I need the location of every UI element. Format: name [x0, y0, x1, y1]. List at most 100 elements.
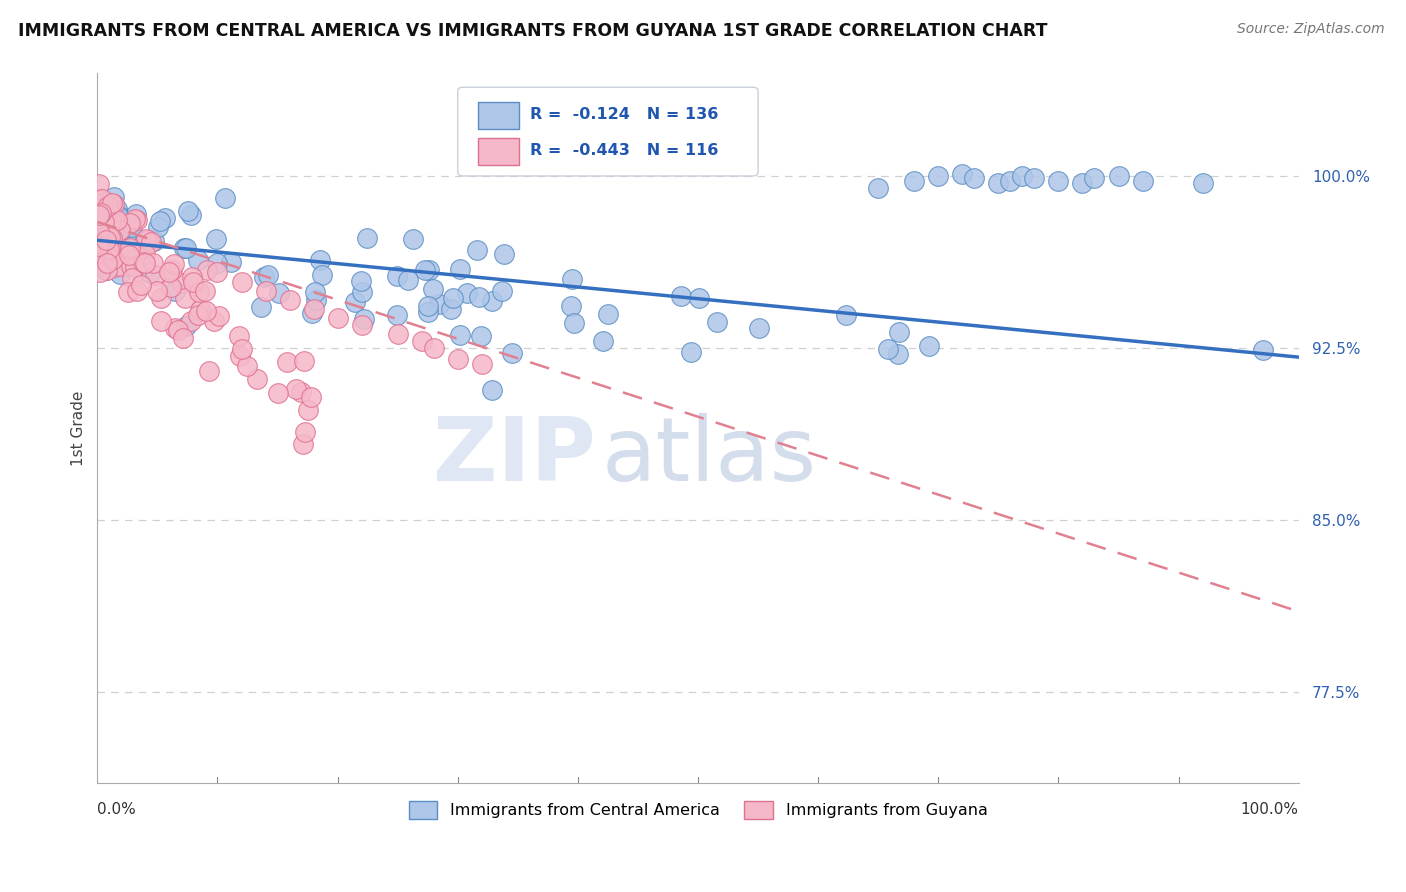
Point [1000, 174, 1022, 188]
Point [456, 285, 478, 300]
Point [87, 208, 110, 222]
Point [93, 237, 115, 252]
Point [117, 285, 139, 300]
Point [87, 216, 110, 230]
Point [278, 293, 301, 307]
Point [253, 269, 276, 284]
Point [103, 190, 125, 204]
Point [1011, 169, 1033, 183]
Point [98, 240, 121, 254]
Point [1047, 174, 1070, 188]
Point [124, 260, 146, 274]
Point [124, 252, 146, 266]
Point [96, 227, 118, 242]
FancyBboxPatch shape [478, 102, 519, 129]
Point [112, 250, 135, 264]
Point [103, 196, 125, 211]
Point [187, 308, 209, 322]
Point [177, 204, 200, 219]
Point [101, 244, 124, 259]
Point [100, 213, 122, 227]
Point [124, 212, 146, 227]
Text: 100.0%: 100.0% [1240, 802, 1299, 817]
Point [1024, 171, 1046, 186]
Text: R =  -0.124   N = 136: R = -0.124 N = 136 [530, 107, 718, 122]
Point [181, 270, 204, 285]
Point [90, 206, 112, 220]
Point [94, 233, 117, 247]
Legend: Immigrants from Central America, Immigrants from Guyana: Immigrants from Central America, Immigra… [402, 795, 994, 825]
Point [887, 325, 910, 339]
Point [108, 260, 131, 274]
Point [96, 195, 118, 210]
Point [449, 262, 471, 277]
Point [918, 339, 941, 353]
Point [562, 316, 585, 330]
Point [598, 307, 620, 321]
Point [114, 221, 136, 235]
Point [98, 242, 121, 256]
Point [150, 291, 173, 305]
Point [231, 275, 253, 289]
Text: R =  -0.443   N = 116: R = -0.443 N = 116 [530, 143, 718, 158]
Point [299, 390, 322, 404]
Point [153, 211, 176, 226]
Point [449, 328, 471, 343]
Point [107, 223, 129, 237]
Point [120, 259, 142, 273]
Point [350, 275, 373, 289]
Point [127, 245, 149, 260]
Point [481, 294, 503, 309]
Point [467, 290, 489, 304]
Point [103, 207, 125, 221]
Point [205, 256, 228, 270]
Point [146, 220, 169, 235]
Point [97, 233, 120, 247]
Point [174, 291, 197, 305]
Point [352, 285, 374, 299]
Point [188, 285, 211, 300]
Point [149, 214, 172, 228]
Point [1251, 343, 1274, 358]
Point [87, 177, 110, 191]
Point [292, 437, 315, 451]
Point [121, 254, 143, 268]
Point [174, 241, 197, 255]
FancyBboxPatch shape [458, 87, 758, 176]
Point [228, 328, 250, 343]
Point [121, 220, 143, 235]
Point [301, 306, 323, 320]
Point [236, 359, 259, 374]
Point [104, 260, 127, 274]
Point [98, 235, 121, 250]
Y-axis label: 1st Grade: 1st Grade [72, 391, 86, 466]
Point [343, 295, 366, 310]
Point [87, 239, 110, 253]
Point [688, 291, 710, 305]
Point [413, 263, 436, 277]
Point [87, 192, 110, 206]
Point [214, 191, 236, 205]
Point [560, 299, 582, 313]
Point [118, 247, 141, 261]
Text: atlas: atlas [602, 413, 817, 500]
Point [129, 278, 152, 293]
Point [1071, 176, 1094, 190]
Point [561, 272, 583, 286]
Point [257, 268, 280, 282]
Point [115, 228, 138, 243]
Point [160, 280, 183, 294]
Point [501, 346, 523, 360]
Point [987, 176, 1010, 190]
Point [950, 167, 973, 181]
Point [202, 314, 225, 328]
Point [1191, 176, 1213, 190]
Point [246, 372, 269, 386]
Point [491, 284, 513, 298]
Point [422, 283, 444, 297]
Point [304, 285, 326, 299]
Point [887, 347, 910, 361]
Point [97, 220, 120, 235]
Point [122, 213, 145, 227]
Point [292, 354, 315, 368]
